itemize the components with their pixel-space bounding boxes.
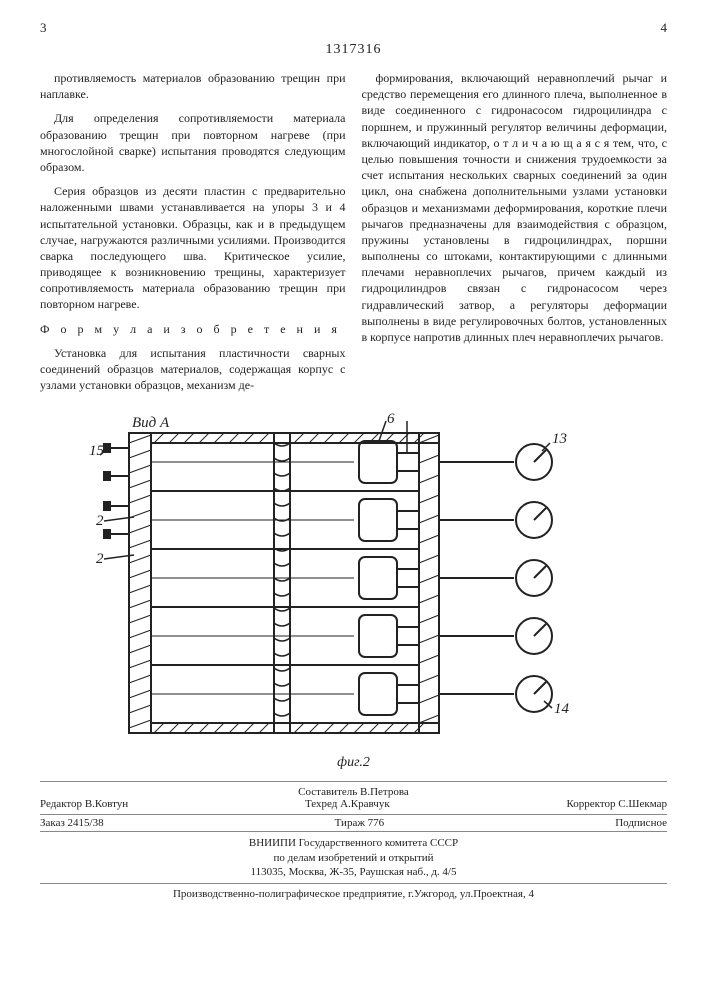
fig-label-view: Вид А <box>132 415 170 431</box>
paragraph: противляемость материалов образованию тр… <box>40 70 346 102</box>
fig-label-15: 15 <box>89 443 105 459</box>
fig-label-2b: 2 <box>96 551 104 567</box>
patent-number: 1317316 <box>40 42 667 58</box>
composer-name: В.Петрова <box>360 786 409 798</box>
tirazh: Тираж 776 <box>335 817 385 829</box>
paragraph: формирования, включающий неравноплечий р… <box>362 70 668 345</box>
page-number-row: 3 4 <box>40 20 667 36</box>
paragraph: Установка для испытания пластичности сва… <box>40 345 346 394</box>
publication-row: Заказ 2415/38 Тираж 776 Подписное <box>40 815 667 832</box>
fig-label-14: 14 <box>554 701 570 717</box>
org-line3: 113035, Москва, Ж-35, Раушская наб., д. … <box>40 865 667 879</box>
corrector-name: С.Шекмар <box>618 798 667 810</box>
figure-svg: Вид А 6 13 14 15 2 2 <box>74 413 634 753</box>
corrector-label: Корректор <box>567 798 616 810</box>
paragraph: Для определения сопротивляемости материа… <box>40 110 346 175</box>
editor-label: Редактор <box>40 798 82 810</box>
figure-2: Вид А 6 13 14 15 2 2 фиг.2 <box>40 413 667 771</box>
composer-label: Составитель <box>298 786 357 798</box>
podpisnoe: Подписное <box>615 817 667 829</box>
order-number: Заказ 2415/38 <box>40 817 104 829</box>
page-right: 4 <box>661 20 668 36</box>
right-column: формирования, включающий неравноплечий р… <box>362 70 668 401</box>
credits-block: Составитель В.Петрова Редактор В.Ковтун … <box>40 781 667 815</box>
left-column: противляемость материалов образованию тр… <box>40 70 346 401</box>
org-line2: по делам изобретений и открытий <box>40 851 667 865</box>
org-block: ВНИИПИ Государственного комитета СССР по… <box>40 832 667 884</box>
page-left: 3 <box>40 20 47 36</box>
text-columns: противляемость материалов образованию тр… <box>40 70 667 401</box>
footer-line: Производственно-полиграфическое предприя… <box>40 884 667 900</box>
fig-label-6: 6 <box>387 413 395 427</box>
techred-label: Техред <box>305 798 337 810</box>
techred-name: А.Кравчук <box>340 798 390 810</box>
fig-label-2a: 2 <box>96 513 104 529</box>
paragraph: Серия образцов из десяти пластин с предв… <box>40 183 346 313</box>
fig-label-13: 13 <box>552 431 567 447</box>
editor-name: В.Ковтун <box>85 798 128 810</box>
page: 3 4 1317316 противляемость материалов об… <box>0 0 707 910</box>
figure-caption: фиг.2 <box>40 755 667 771</box>
formula-heading: Ф о р м у л а и з о б р е т е н и я <box>40 321 346 337</box>
org-line1: ВНИИПИ Государственного комитета СССР <box>40 836 667 850</box>
